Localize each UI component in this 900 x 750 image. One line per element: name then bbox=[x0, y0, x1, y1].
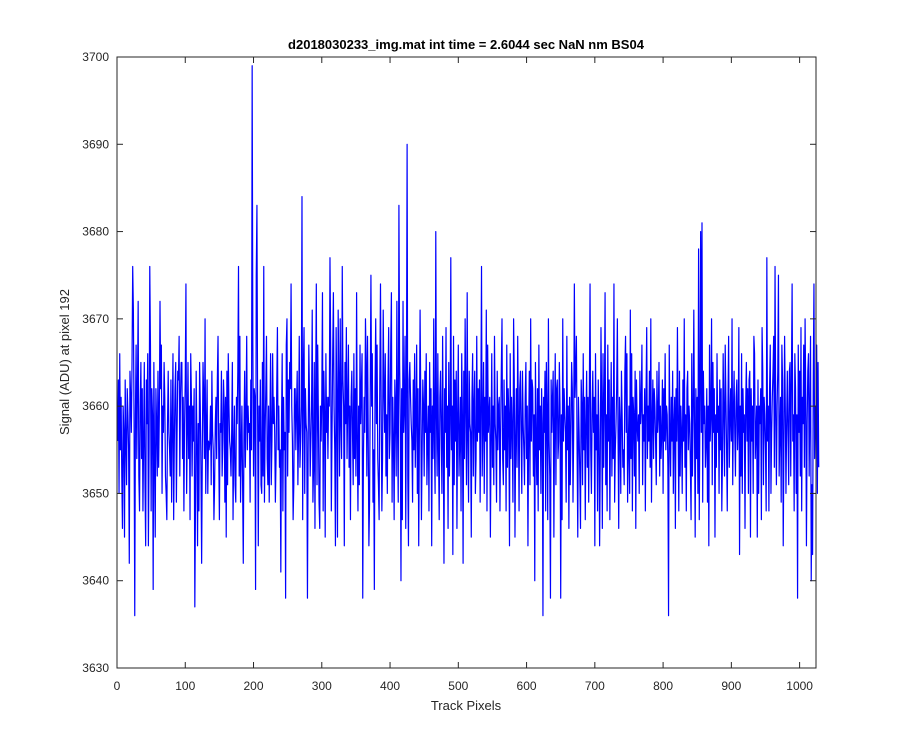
x-tick-label: 700 bbox=[585, 679, 605, 693]
x-tick-label: 600 bbox=[517, 679, 537, 693]
y-tick-label: 3690 bbox=[82, 137, 109, 151]
chart-title: d2018030233_img.mat int time = 2.6044 se… bbox=[288, 37, 645, 52]
x-tick-label: 200 bbox=[244, 679, 264, 693]
x-tick-label: 0 bbox=[114, 679, 121, 693]
y-tick-label: 3670 bbox=[82, 312, 109, 326]
x-axis-ticks: 0 100 200 300 400 500 600 700 800 900 1000 bbox=[114, 57, 813, 693]
y-tick-label: 3660 bbox=[82, 399, 109, 413]
y-axis-ticks: 3630 3640 3650 3660 3670 3680 3690 3700 bbox=[82, 50, 816, 675]
y-tick-label: 3680 bbox=[82, 225, 109, 239]
y-tick-label: 3640 bbox=[82, 574, 109, 588]
y-tick-label: 3650 bbox=[82, 486, 109, 500]
x-tick-label: 100 bbox=[175, 679, 195, 693]
y-axis-label: Signal (ADU) at pixel 192 bbox=[57, 289, 72, 435]
x-tick-label: 800 bbox=[653, 679, 673, 693]
plot-area-frame bbox=[116, 56, 817, 669]
x-axis-label: Track Pixels bbox=[431, 698, 502, 713]
y-tick-label: 3700 bbox=[82, 50, 109, 64]
x-tick-label: 1000 bbox=[786, 679, 813, 693]
y-tick-label: 3630 bbox=[82, 661, 109, 675]
x-tick-label: 500 bbox=[448, 679, 468, 693]
signal-series-line bbox=[117, 65, 820, 617]
x-tick-label: 900 bbox=[721, 679, 741, 693]
x-tick-label: 400 bbox=[380, 679, 400, 693]
x-tick-label: 300 bbox=[312, 679, 332, 693]
